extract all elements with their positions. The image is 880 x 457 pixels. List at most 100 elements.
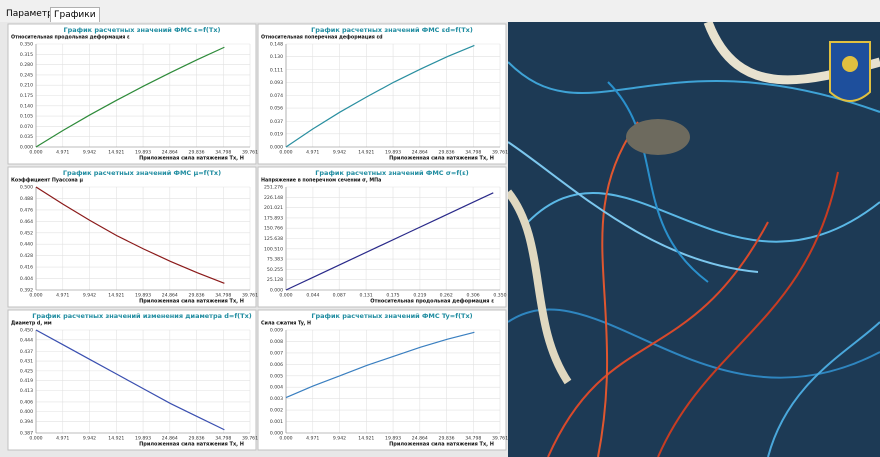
y-tick-label: 0.008	[270, 339, 283, 345]
x-tick-label: 14.921	[108, 150, 124, 156]
y-tick-label: 0.437	[20, 349, 33, 355]
x-axis-label: Приложенная сила натяжения Tx, Н	[139, 299, 244, 305]
tab[interactable]: Графики	[50, 7, 100, 22]
x-tick-label: 4.971	[56, 436, 69, 442]
y-tick-label: 50.255	[267, 267, 283, 273]
x-axis-label: Относительная продольная деформация ε	[370, 298, 494, 305]
y-tick-label: 0.006	[270, 362, 283, 368]
y-tick-label: 0.400	[20, 409, 33, 415]
x-tick-label: 4.971	[306, 436, 319, 442]
y-tick-label: 251.276	[264, 185, 283, 191]
y-tick-label: 0.111	[270, 67, 283, 73]
x-tick-label: 39.761	[242, 293, 258, 299]
x-tick-label: 39.761	[242, 436, 258, 442]
x-tick-label: 9.942	[83, 436, 96, 442]
x-tick-label: 9.942	[83, 150, 96, 156]
y-tick-label: 0.245	[20, 72, 33, 78]
chart-title: График расчетных значений изменения диам…	[32, 312, 252, 320]
chart-bg	[258, 24, 506, 164]
x-tick-label: 39.761	[492, 436, 508, 442]
y-tick-label: 0.413	[20, 388, 33, 394]
y-tick-label: 0.005	[270, 373, 283, 379]
y-tick-label: 0.019	[270, 131, 283, 137]
x-tick-label: 9.942	[333, 150, 346, 156]
y-tick-label: 0.037	[270, 119, 283, 125]
chart-bg	[258, 310, 506, 450]
x-tick-label: 14.921	[108, 293, 124, 299]
x-tick-label: 0.350	[493, 293, 506, 299]
x-tick-label: 14.921	[108, 436, 124, 442]
y-tick-label: 0.350	[20, 42, 33, 48]
x-axis-label: Приложенная сила натяжения Tx, Н	[389, 156, 494, 162]
x-axis-label: Приложенная сила натяжения Tx, Н	[389, 442, 494, 448]
y-tick-label: 0.404	[20, 276, 33, 282]
y-tick-label: 0.105	[20, 114, 33, 120]
x-tick-label: 0.000	[29, 150, 42, 156]
y-tick-label: 0.440	[20, 242, 33, 248]
y-tick-label: 0.007	[270, 350, 283, 356]
y-tick-label: 0.009	[270, 328, 283, 334]
y-tick-label: 0.140	[20, 103, 33, 109]
y-tick-label: 0.056	[270, 106, 283, 112]
y-tick-label: 0.035	[20, 134, 33, 140]
window: Параметры Графики 0.0000.0350.0700.1050.…	[0, 0, 880, 457]
chart-title: График расчетных значений ФМС σ=f(ε)	[315, 169, 468, 177]
y-tick-label: 25.128	[267, 277, 283, 283]
chart-bg	[8, 167, 256, 307]
y-tick-label: 0.175	[20, 93, 33, 99]
x-tick-label: 0.044	[306, 293, 319, 299]
y-tick-label: 0.406	[20, 399, 33, 405]
charts-panel: 0.000 0.035 0.070 0.105 0.140 0.175 0.210 0.245…	[0, 22, 508, 457]
x-tick-label: 9.942	[333, 436, 346, 442]
y-tick-label: 0.476	[20, 207, 33, 213]
y-tick-label: 0.003	[270, 396, 283, 402]
x-tick-label: 14.921	[358, 436, 374, 442]
y-tick-label: 150.766	[264, 226, 283, 232]
y-tick-label: 0.002	[270, 408, 283, 414]
y-tick-label: 0.419	[20, 378, 33, 384]
emblem	[830, 42, 870, 101]
y-tick-label: 0.070	[20, 124, 33, 130]
x-axis-label: Приложенная сила натяжения Tx, Н	[139, 442, 244, 448]
y-tick-label: 0.425	[20, 368, 33, 374]
y-tick-label: 0.444	[20, 337, 33, 343]
x-tick-label: 4.971	[56, 150, 69, 156]
photo-bg	[508, 22, 880, 457]
x-tick-label: 9.942	[83, 293, 96, 299]
chart-title: График расчетных значений ФМС μ=f(Tx)	[63, 169, 221, 177]
y-tick-label: 0.450	[20, 328, 33, 334]
y-tick-label: 0.416	[20, 265, 33, 271]
x-tick-label: 0.000	[29, 293, 42, 299]
y-tick-label: 125.638	[264, 236, 283, 242]
x-tick-label: 0.000	[29, 436, 42, 442]
y-axis-label: Сила сжатия Ty, Н	[261, 321, 311, 327]
background-photo	[508, 22, 880, 457]
y-tick-label: 0.464	[20, 219, 33, 225]
chart-bg	[8, 310, 256, 450]
y-tick-label: 0.210	[20, 83, 33, 89]
x-tick-label: 0.000	[279, 150, 292, 156]
x-axis-label: Приложенная сила натяжения Tx, Н	[139, 156, 244, 162]
y-tick-label: 0.001	[270, 419, 283, 425]
y-tick-label: 0.093	[270, 80, 283, 86]
y-tick-label: 201.021	[264, 205, 283, 211]
y-tick-label: 0.130	[270, 54, 283, 60]
x-tick-label: 0.000	[279, 293, 292, 299]
y-tick-label: 0.074	[270, 93, 283, 99]
y-tick-label: 0.004	[270, 385, 283, 391]
chart-title: График расчетных значений ФМС Ty=f(Tx)	[311, 312, 472, 320]
y-axis-label: Коэффициент Пуассона μ	[11, 177, 83, 184]
x-tick-label: 39.761	[242, 150, 258, 156]
x-tick-label: 4.971	[306, 150, 319, 156]
chart-title: График расчетных значений ФМС ε=f(Tx)	[63, 26, 220, 34]
y-tick-label: 0.431	[20, 359, 33, 365]
float	[626, 119, 690, 155]
x-tick-label: 14.921	[358, 150, 374, 156]
y-tick-label: 0.394	[20, 419, 33, 425]
y-tick-label: 75.383	[267, 257, 283, 263]
y-axis-label: Диаметр d, мм	[11, 321, 52, 327]
y-axis-label: Напряжение в поперечном сечении σ, МПа	[261, 178, 381, 184]
x-tick-label: 4.971	[56, 293, 69, 299]
y-tick-label: 0.428	[20, 253, 33, 259]
x-tick-label: 0.087	[333, 293, 346, 299]
